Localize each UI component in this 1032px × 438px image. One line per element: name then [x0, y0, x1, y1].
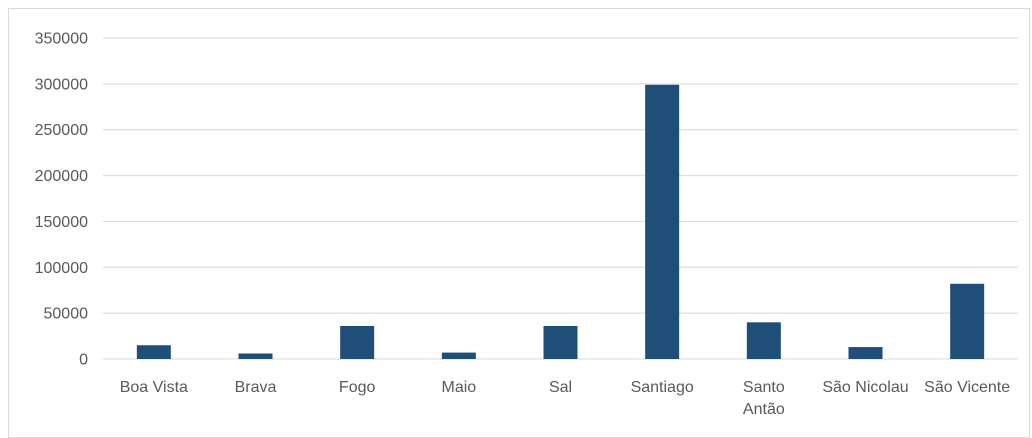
x-tick-label-santo-antão-line-1: Santo — [743, 379, 785, 396]
bar-maio — [441, 352, 476, 359]
y-tick-label-250000: 250000 — [35, 122, 88, 139]
bar-são-vicente — [950, 283, 985, 359]
x-tick-label-sal: Sal — [549, 379, 572, 396]
x-tick-label-maio: Maio — [441, 379, 476, 396]
x-tick-label-são-vicente: São Vicente — [924, 379, 1010, 396]
bar-sal — [543, 325, 578, 359]
x-tick-label-santo-antão-line-2: Antão — [743, 401, 785, 418]
x-tick-label-boa-vista: Boa Vista — [120, 379, 188, 396]
chart-frame — [8, 8, 1030, 438]
y-tick-label-150000: 150000 — [35, 214, 88, 231]
bar-santo-antão — [746, 322, 781, 359]
bar-santiago — [645, 84, 680, 359]
bar-fogo — [340, 325, 375, 359]
y-tick-label-300000: 300000 — [35, 76, 88, 93]
y-tick-label-50000: 50000 — [44, 306, 89, 323]
y-tick-label-350000: 350000 — [35, 31, 88, 48]
x-tick-label-são-nicolau: São Nicolau — [822, 379, 908, 396]
bar-são-nicolau — [848, 347, 883, 359]
x-tick-label-fogo: Fogo — [339, 379, 376, 396]
y-tick-label-200000: 200000 — [35, 168, 88, 185]
y-tick-label-0: 0 — [79, 352, 88, 369]
bar-brava — [238, 353, 273, 359]
x-tick-label-santiago: Santiago — [631, 379, 694, 396]
y-tick-label-100000: 100000 — [35, 260, 88, 277]
bar-boa-vista — [136, 345, 171, 359]
x-tick-label-brava: Brava — [235, 379, 277, 396]
